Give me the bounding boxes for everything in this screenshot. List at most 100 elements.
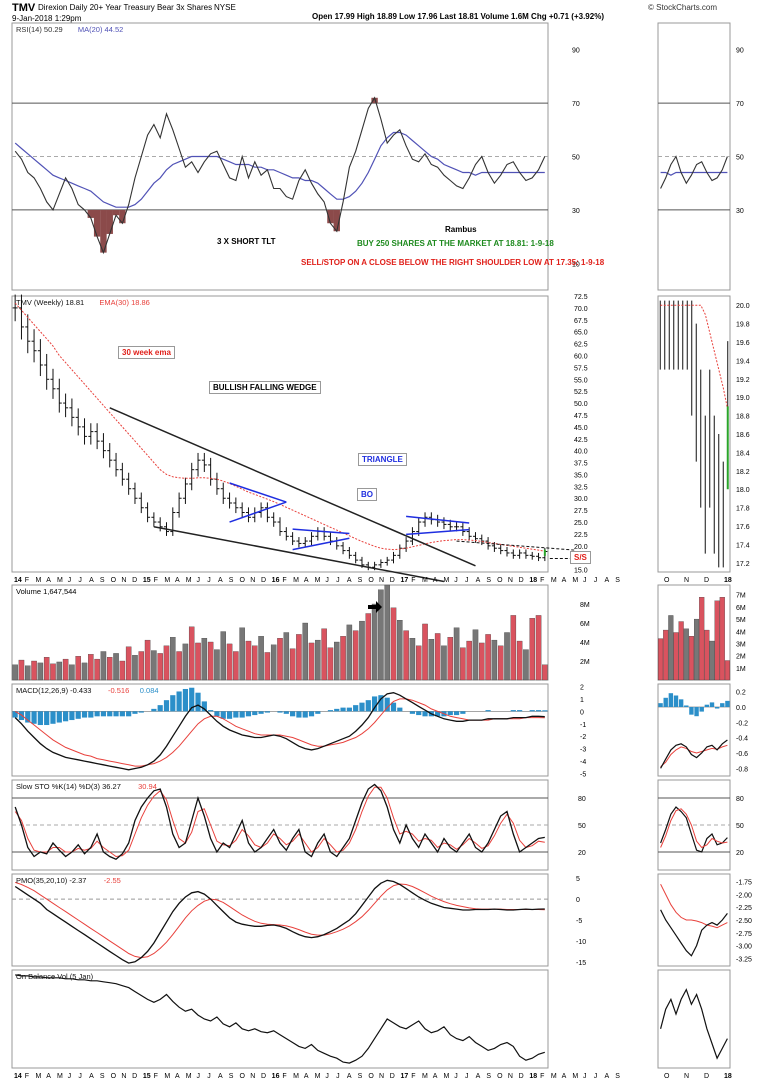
macd-hist-bar	[126, 711, 132, 717]
rsi-tick-label: 90	[572, 48, 580, 55]
bottom-x-axis-label: F	[282, 1073, 286, 1080]
pmo-inset-signal	[660, 883, 728, 929]
bottom-x-axis-label: 18	[529, 1073, 537, 1080]
volume-bar	[390, 607, 397, 681]
pmo-tick-label: -15	[576, 960, 586, 967]
x-axis-label: N	[121, 577, 126, 584]
price-tick-label: 45.0	[574, 425, 588, 432]
x-axis-label: D	[519, 577, 524, 584]
stoch-inset-tick-label: 50	[736, 823, 744, 830]
rsi-legend-item: RSI(14) 50.29	[16, 25, 63, 34]
volume-bar	[447, 637, 454, 681]
volume-inset-bar	[688, 636, 694, 681]
volume-bar	[226, 643, 233, 681]
macd-hist-bar	[195, 692, 201, 712]
macd-hist-bar	[384, 697, 390, 712]
pmo-inset-tick-label: -2.00	[736, 892, 752, 899]
macd-hist-bar	[201, 701, 207, 712]
macd-inset-tick-label: -0.2	[736, 720, 748, 727]
volume-inset-tick-label: 3M	[736, 641, 746, 648]
pmo-inset-tick-label: -3.00	[736, 944, 752, 951]
x-axis-label: A	[218, 577, 223, 584]
macd-hist-bar	[69, 711, 75, 721]
x-axis-label: A	[433, 577, 438, 584]
pmo-inset-line	[660, 909, 728, 957]
volume-bar	[504, 632, 510, 681]
volume-bar	[308, 642, 315, 681]
pmo-legend-item: PMO(35,20,10) -2.37	[16, 876, 86, 885]
volume-bar	[529, 618, 535, 681]
bottom-x-axis-label: A	[304, 1073, 309, 1080]
neckline-dashed	[456, 540, 575, 551]
volume-bar	[245, 640, 252, 681]
x-axis-label: M	[57, 577, 63, 584]
x-axis-label: S	[358, 577, 363, 584]
rsi-oversold-shade	[333, 209, 340, 232]
bottom-x-axis-label: A	[433, 1073, 438, 1080]
bottom-x-axis-label: 14	[14, 1073, 22, 1080]
volume-bar	[270, 644, 277, 681]
rsi-ma-line	[14, 131, 545, 208]
macd-hist-bar	[157, 705, 163, 712]
macd-legend-item: MACD(12,26,9) -0.433	[16, 686, 91, 695]
macd-tick-label: -2	[580, 734, 586, 741]
price-tick-label: 65.0	[574, 330, 588, 337]
rsi-oversold-shade	[106, 209, 113, 234]
bottom-x-axis-label: J	[454, 1073, 458, 1080]
pmo-line	[14, 879, 545, 964]
rsi-overbought-shade	[371, 97, 378, 104]
stoch-inset-tick-label: 80	[736, 796, 744, 803]
price-tick-label: 67.5	[574, 318, 588, 325]
macd-hist-bar	[189, 687, 195, 712]
x-axis-label: O	[497, 577, 503, 584]
macd-hist-bar	[542, 710, 548, 712]
bottom-x-axis-label: A	[605, 1073, 610, 1080]
x-axis-label: J	[336, 577, 340, 584]
macd-hist-bar	[100, 711, 107, 717]
bottom-x-axis-label: N	[379, 1073, 384, 1080]
volume-inset-bar	[699, 597, 705, 681]
bottom-x-axis-label: D	[132, 1073, 137, 1080]
bottom-x-axis-label: F	[540, 1073, 544, 1080]
macd-hist-bar	[264, 711, 270, 713]
volume-bar	[472, 629, 479, 681]
bottom-x-axis-label: J	[325, 1073, 329, 1080]
volume-bar	[277, 638, 283, 681]
macd-tick-label: -1	[580, 722, 586, 729]
price-inset-tick-label: 17.4	[736, 542, 750, 549]
macd-hist-bar	[176, 691, 182, 712]
x-axis-label: J	[465, 577, 469, 584]
header-exchange: NYSE	[214, 3, 236, 12]
price-inset-tick-label: 18.8	[736, 414, 750, 421]
bottom-x-axis-label: A	[175, 1073, 180, 1080]
pmo-inset-tick-label: -2.50	[736, 918, 752, 925]
bottom-x-axis-label: S	[358, 1073, 363, 1080]
bottom-x-axis-label: M	[572, 1073, 578, 1080]
volume-bar	[434, 633, 441, 681]
volume-inset-bar	[709, 640, 715, 681]
macd-hist-bar	[359, 702, 365, 712]
rsi-oversold-shade	[87, 209, 95, 218]
macd-hist-bar	[517, 710, 523, 712]
rsi-oversold-shade	[93, 209, 101, 237]
inset-x-axis-label: O	[664, 577, 670, 584]
volume-bar	[94, 658, 100, 681]
stoch-tick-label: 20	[578, 850, 586, 857]
bottom-x-axis-label: D	[519, 1073, 524, 1080]
macd-hist-bar	[63, 711, 69, 722]
volume-inset-bar	[678, 621, 684, 681]
inset-frame-obv	[657, 969, 731, 1069]
bottom-x-axis-label: N	[508, 1073, 513, 1080]
macd-hist-bar	[239, 711, 245, 718]
volume-inset-bar	[704, 629, 710, 681]
volume-bar	[62, 658, 69, 681]
volume-bar	[69, 664, 75, 681]
macd-hist-bar	[485, 710, 491, 712]
pmo-inset-tick-label: -2.25	[736, 905, 752, 912]
x-axis-label: N	[379, 577, 384, 584]
volume-bar	[516, 640, 523, 681]
bottom-x-axis-label: O	[239, 1073, 245, 1080]
macd-hist-bar	[535, 710, 542, 712]
volume-bar	[479, 642, 485, 681]
macd-hist-bar	[233, 711, 239, 718]
